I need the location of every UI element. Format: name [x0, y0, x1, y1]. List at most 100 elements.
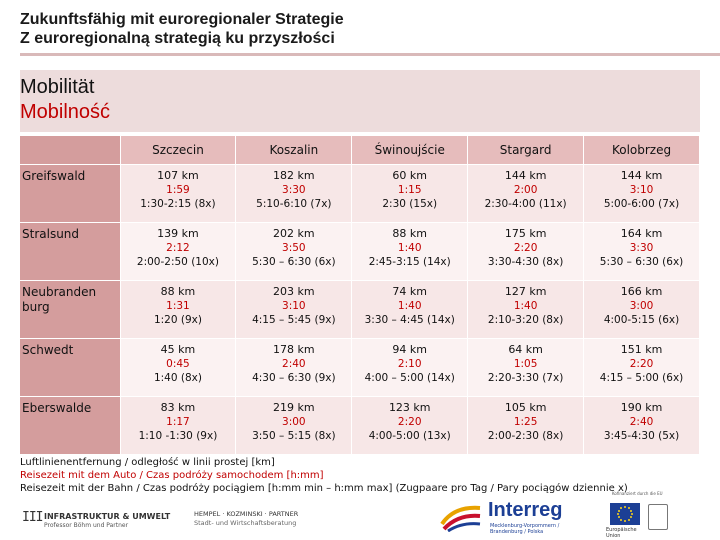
row-header: Schwedt [20, 338, 121, 397]
distance-value: 88 km [160, 285, 196, 298]
table-cell: 203 km 3:10 4:15 – 5:45 (9x) [235, 280, 353, 339]
distance-value: 83 km [160, 401, 196, 414]
rail-time-value: 2:10-3:20 (8x) [487, 314, 564, 326]
distance-value: 164 km [620, 227, 663, 240]
car-time-value: 3:10 [629, 184, 654, 196]
car-time-value: 1:15 [397, 184, 422, 196]
distance-value: 74 km [392, 285, 428, 298]
car-time-value: 2:10 [397, 358, 422, 370]
car-time-value: 2:40 [629, 416, 654, 428]
row-header: Greifswald [20, 164, 121, 223]
rail-time-value: 5:30 – 6:30 (6x) [252, 256, 336, 268]
car-time-value: 1:31 [166, 300, 190, 312]
table-header-row: Szczecin Koszalin Świnoujście Stargard K… [20, 136, 700, 165]
distance-value: 144 km [504, 169, 547, 182]
rail-time-value: 4:15 – 5:45 (9x) [252, 314, 336, 326]
rail-time-value: 2:30 (15x) [382, 198, 438, 210]
section-title-pl: Mobilność [20, 101, 111, 123]
table-cell: 178 km 2:40 4:30 – 6:30 (9x) [235, 338, 353, 397]
row-header: Neubranden burg [20, 280, 121, 339]
hempel-logo: HEMPEL · KOZMINSKI · PARTNER Stadt- und … [194, 510, 298, 528]
table-row: Greifswald 107 km 1:59 1:30-2:15 (8x) 182 km… [20, 164, 700, 223]
table-corner [20, 136, 121, 165]
row-header: Eberswalde [20, 396, 121, 455]
distance-value: 139 km [157, 227, 199, 240]
logo-strip: III INFRASTRUKTUR & UMWELT Professor Böh… [20, 499, 720, 539]
rail-time-value: 3:30-4:30 (8x) [487, 256, 564, 268]
rail-time-value: 1:40 (8x) [153, 372, 202, 384]
car-time-value: 3:00 [629, 300, 654, 312]
rail-time-value: 1:20 (9x) [153, 314, 202, 326]
column-header: Koszalin [235, 136, 353, 165]
rail-time-value: 1:30-2:15 (8x) [140, 198, 216, 210]
car-time-value: 3:10 [282, 300, 306, 312]
rail-time-value: 2:00-2:30 (8x) [487, 430, 564, 442]
infrastruktur-sub: Professor Böhm und Partner [44, 522, 129, 529]
table-cell: 123 km 2:20 4:00-5:00 (13x) [351, 396, 469, 455]
table-cell: 164 km 3:30 5:30 – 6:30 (6x) [583, 222, 700, 281]
rail-time-value: 1:10 -1:30 (9x) [138, 430, 218, 442]
rail-time-value: 4:00-5:15 (6x) [603, 314, 680, 326]
column-header: Świnoujście [351, 136, 469, 165]
infrastruktur-logo: III INFRASTRUKTUR & UMWELT Professor Böh… [20, 504, 200, 534]
table-cell: 144 km 3:10 5:00-6:00 (7x) [583, 164, 700, 223]
car-time-value: 1:25 [513, 416, 538, 428]
table-cell: 175 km 2:20 3:30-4:30 (8x) [467, 222, 585, 281]
rail-time-value: 3:50 – 5:15 (8x) [252, 430, 336, 442]
distance-value: 105 km [504, 401, 547, 414]
interreg-swoosh-icon [440, 505, 481, 532]
car-time-value: 2:40 [282, 358, 306, 370]
distance-value: 123 km [388, 401, 431, 414]
header: Zukunftsfähig mit euroregionaler Strateg… [20, 10, 700, 48]
interreg-wordmark: Interreg [488, 499, 563, 521]
table-cell: 182 km 3:30 5:10-6:10 (7x) [235, 164, 353, 223]
table-cell: 88 km 1:31 1:20 (9x) [120, 280, 237, 339]
cofinance-note: Kofinanziert durch die EU [612, 491, 663, 496]
distance-value: 175 km [504, 227, 547, 240]
car-time-value: 3:50 [282, 242, 306, 254]
car-time-value: 2:12 [166, 242, 190, 254]
section-band: Mobilität Mobilność [20, 70, 700, 132]
column-header: Kolobrzeg [583, 136, 700, 165]
table-cell: 166 km 3:00 4:00-5:15 (6x) [583, 280, 700, 339]
row-header: Stralsund [20, 222, 121, 281]
car-time-value: 1:40 [397, 300, 422, 312]
legend-distance: Luftlinienentfernung / odległość w linii… [20, 457, 275, 468]
table-cell: 151 km 2:20 4:15 – 5:00 (6x) [583, 338, 700, 397]
table-row: Stralsund 139 km 2:12 2:00-2:50 (10x) 202 km… [20, 222, 700, 281]
car-time-value: 2:00 [513, 184, 538, 196]
distance-value: 151 km [620, 343, 663, 356]
rail-time-value: 3:45-4:30 (5x) [603, 430, 680, 442]
distance-value: 144 km [620, 169, 663, 182]
rail-time-value: 2:00-2:50 (10x) [136, 256, 219, 268]
distance-value: 202 km [273, 227, 315, 240]
distance-value: 203 km [273, 285, 315, 298]
car-time-value: 1:40 [397, 242, 422, 254]
car-time-value: 2:20 [513, 242, 538, 254]
rail-time-value: 4:00-5:00 (13x) [368, 430, 451, 442]
distance-table: Szczecin Koszalin Świnoujście Stargard K… [20, 136, 700, 455]
distance-value: 178 km [273, 343, 315, 356]
car-time-value: 0:45 [166, 358, 190, 370]
table-cell: 60 km 1:15 2:30 (15x) [351, 164, 469, 223]
interreg-sub: Mecklenburg-Vorpommern / Brandenburg / P… [490, 523, 560, 535]
car-time-value: 1:40 [513, 300, 538, 312]
car-time-value: 2:20 [629, 358, 654, 370]
table-cell: 64 km 1:05 2:20-3:30 (7x) [467, 338, 585, 397]
legend-car-time: Reisezeit mit dem Auto / Czas podróży sa… [20, 470, 324, 481]
header-title-pl: Z euroregionalną strategią ku przyszłośc… [20, 30, 335, 47]
distance-value: 107 km [157, 169, 199, 182]
distance-value: 88 km [392, 227, 428, 240]
distance-value: 64 km [508, 343, 543, 356]
car-time-value: 1:17 [166, 416, 190, 428]
table-cell: 144 km 2:00 2:30-4:00 (11x) [467, 164, 585, 223]
table-cell: 139 km 2:12 2:00-2:50 (10x) [120, 222, 237, 281]
distance-value: 166 km [620, 285, 663, 298]
legend-rail-time: Reisezeit mit der Bahn / Czas podróży po… [20, 483, 628, 494]
table-cell: 94 km 2:10 4:00 – 5:00 (14x) [351, 338, 469, 397]
interreg-logo: Interreg Mecklenburg-Vorpommern / Brande… [440, 499, 680, 539]
distance-value: 127 km [504, 285, 547, 298]
table-cell: 127 km 1:40 2:10-3:20 (8x) [467, 280, 585, 339]
rail-time-value: 2:45-3:15 (14x) [368, 256, 451, 268]
eu-sub: Europäische Union [606, 527, 637, 539]
